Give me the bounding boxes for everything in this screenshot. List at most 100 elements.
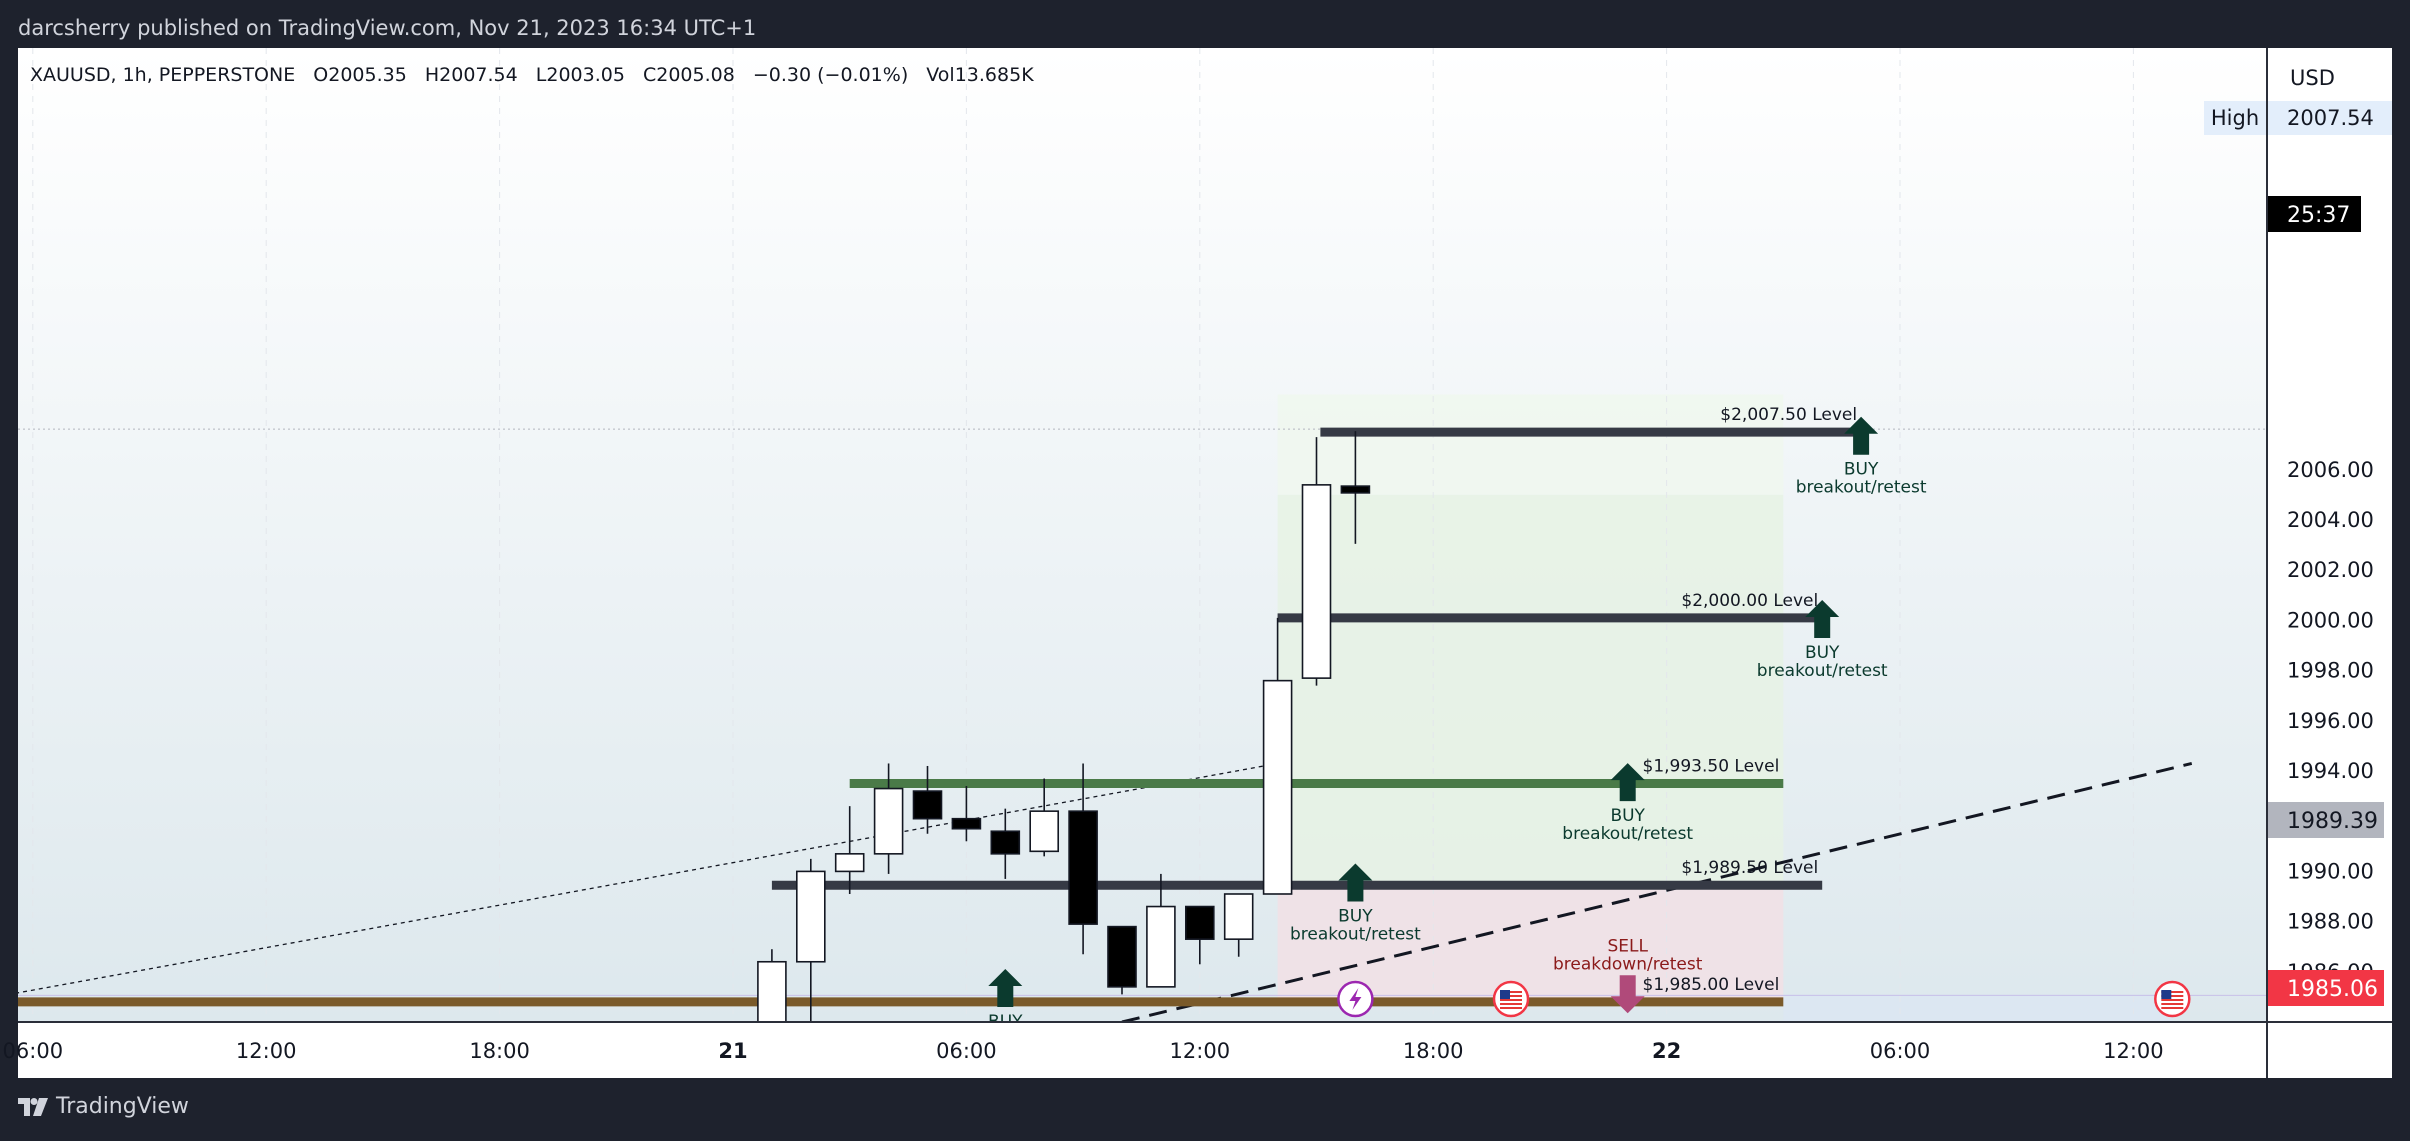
candle-body	[1185, 905, 1215, 940]
signal-text: breakout/retest	[1796, 478, 1927, 498]
time-tick-label: 21	[718, 1039, 747, 1063]
price-tick-label: 2002.00	[2287, 558, 2374, 582]
grey-price-tag-bg	[2268, 802, 2384, 838]
time-tick-label: 12:00	[1170, 1039, 1231, 1063]
sell-arrow-icon	[1610, 975, 1645, 1014]
tradingview-logo[interactable]: TradingView	[18, 1094, 189, 1119]
level-label: $1,989.50 Level	[1681, 858, 1818, 878]
high-tag-label: High	[2211, 106, 2259, 130]
signal-text: breakdown/retest	[1553, 954, 1703, 974]
zone-light	[1783, 994, 2173, 1022]
flag-stripe	[1500, 1003, 1522, 1005]
flag-canton	[1500, 990, 1510, 999]
high-value-bg	[2268, 101, 2392, 135]
candle-body	[1146, 905, 1176, 988]
signal-text: breakout/retest	[1290, 925, 1421, 945]
level-label: $2,007.50 Level	[1720, 405, 1857, 425]
flag-stripe	[2161, 991, 2184, 993]
time-tick-label: 18:00	[469, 1039, 530, 1063]
candle-body	[1301, 484, 1332, 679]
plot-area[interactable]	[18, 48, 2267, 1022]
candle-body	[1029, 810, 1059, 853]
signal-text: breakout/retest	[1757, 661, 1888, 681]
candle-body	[951, 817, 982, 830]
legend-symbol: XAUUSD, 1h, PEPPERSTONE	[30, 64, 295, 86]
level-label: $2,000.00 Level	[1681, 591, 1818, 611]
us-flag-event-icon[interactable]	[2154, 980, 2191, 1018]
price-tick-label: 1998.00	[2287, 659, 2374, 683]
candle-body	[834, 853, 865, 873]
flag-stripe	[1500, 995, 1522, 997]
price-tick-label: 1994.00	[2287, 759, 2374, 783]
legend-change: −0.30 (−0.01%)	[753, 64, 908, 86]
high-tag-bg	[2204, 101, 2266, 135]
time-tick-label: 06:00	[936, 1039, 997, 1063]
flag-stripe	[2161, 1003, 2184, 1005]
flag-stripe	[2161, 995, 2184, 997]
signal-type: BUY	[1844, 460, 1879, 480]
price-tick-label: 2004.00	[2287, 508, 2374, 532]
buy-arrow-icon	[1844, 416, 1879, 455]
flag-stripe	[2161, 1007, 2184, 1009]
flag-stripe	[1500, 1007, 1522, 1009]
time-tick-label: 12:00	[2103, 1039, 2164, 1063]
grey-price-tag: 1989.39	[2287, 809, 2378, 834]
us-flag-event-icon[interactable]	[1492, 980, 1530, 1018]
red-price-tag: 1985.06	[2287, 977, 2378, 1002]
currency-label[interactable]: USD	[2290, 66, 2335, 90]
countdown: 25:37	[2287, 203, 2350, 228]
tradingview-logo-icon	[18, 1097, 48, 1116]
price-tick-label: 2000.00	[2287, 608, 2374, 632]
buy-arrow-icon	[1805, 599, 1840, 638]
signal-type: BUY	[1338, 907, 1373, 927]
axis-corner	[2267, 1022, 2392, 1078]
high-value: 2007.54	[2287, 106, 2374, 130]
time-tick-label: 22	[1652, 1039, 1681, 1063]
flag-stripe	[1500, 991, 1522, 993]
flag-canton	[2161, 990, 2172, 999]
candle-body	[757, 960, 787, 1022]
buy-arrow-icon	[1338, 863, 1373, 902]
ohlc-legend: XAUUSD, 1h, PEPPERSTONE O2005.35 H2007.5…	[30, 64, 1034, 86]
candle-body	[912, 790, 943, 820]
red-price-tag-bg	[2268, 970, 2384, 1006]
candle-body	[873, 787, 904, 855]
price-tick-label: 1988.00	[2287, 910, 2374, 934]
signal-type: BUY	[1610, 806, 1645, 826]
trendline-dashed	[1121, 762, 2193, 1022]
lightning-event-icon[interactable]	[1337, 980, 1374, 1018]
time-axis[interactable]	[18, 1022, 2267, 1078]
zone-buy_target	[1277, 394, 1784, 495]
candle-body	[1223, 893, 1254, 940]
plot-layer: $2,007.50 Level $2,000.00 Level $1,993.50 …	[18, 48, 2267, 1032]
trendline-dotted	[18, 762, 1278, 994]
legend-close: C2005.08	[643, 64, 735, 86]
candle-body	[1340, 485, 1371, 494]
signal-text: breakout/retest	[1562, 824, 1693, 844]
candle-body	[990, 830, 1021, 855]
candle-body	[1107, 925, 1137, 988]
flag-stripe	[2161, 999, 2184, 1001]
footer-bar: TradingView	[0, 1078, 2410, 1141]
candle-body	[795, 870, 826, 963]
buy-arrow-icon	[1610, 763, 1645, 802]
price-tick-label: 1996.00	[2287, 709, 2374, 733]
countdown-bg	[2268, 196, 2361, 232]
time-tick-label: 06:00	[3, 1039, 64, 1063]
tradingview-brand: TradingView	[56, 1094, 189, 1119]
level-label: $1,985.00 Level	[1643, 975, 1780, 995]
candle-body	[1068, 810, 1098, 925]
buy-signal: BUY	[988, 968, 1023, 1032]
published-text: darcsherry published on TradingView.com,…	[18, 16, 757, 40]
price-tick-label: 2006.00	[2287, 458, 2374, 482]
buy-arrow-icon	[988, 968, 1023, 1007]
price-tick-label: 1990.00	[2287, 859, 2374, 883]
signal-type: BUY	[988, 1012, 1023, 1032]
signal-type: SELL	[1607, 936, 1648, 956]
flag-stripe	[1500, 999, 1522, 1001]
legend-open: O2005.35	[313, 64, 407, 86]
